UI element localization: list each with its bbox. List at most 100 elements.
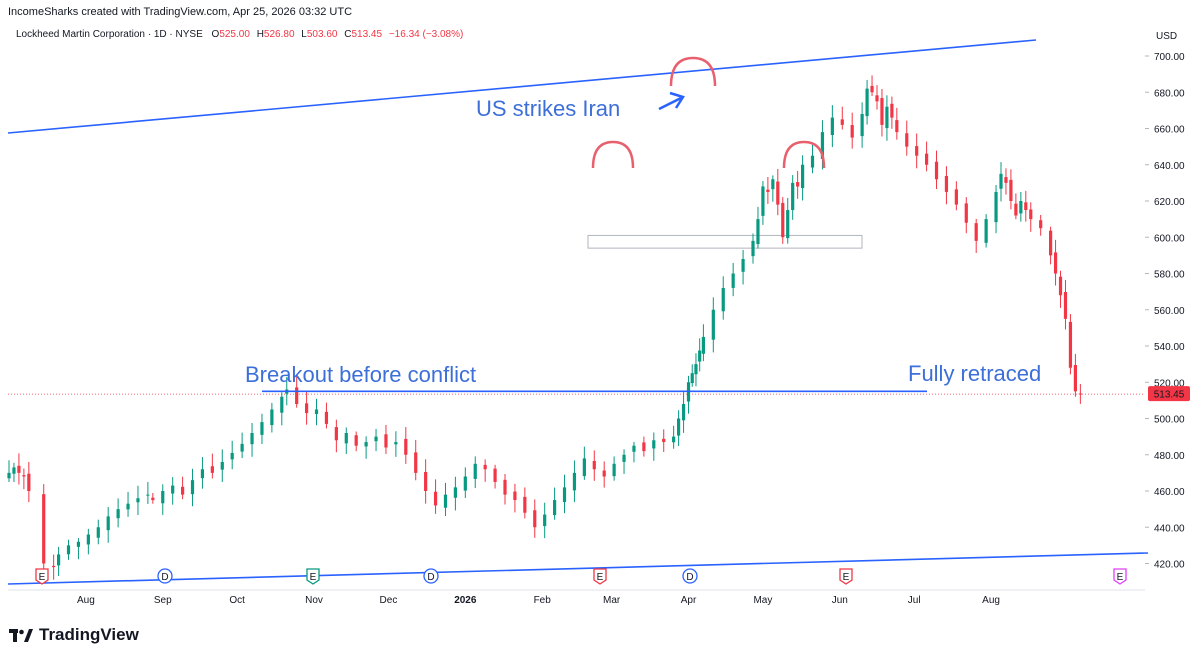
candle <box>582 446 586 480</box>
candle-body <box>766 189 770 192</box>
candle <box>96 519 100 545</box>
candle-body <box>553 500 557 516</box>
candle-body <box>820 132 825 159</box>
earnings-marker[interactable] <box>35 568 49 585</box>
symbol-name[interactable]: Lockheed Martin Corporation · 1D · NYSE <box>16 29 203 40</box>
candle-body <box>582 458 586 477</box>
candle <box>433 479 438 514</box>
candle <box>22 468 26 490</box>
candle <box>151 492 155 504</box>
candle-body <box>870 85 874 93</box>
candle <box>711 297 715 353</box>
earnings-marker-label: E <box>39 572 46 583</box>
candle <box>394 431 398 457</box>
candle-body <box>76 541 81 547</box>
candle-body <box>632 445 636 452</box>
candle-body <box>890 103 894 118</box>
candle <box>42 484 46 573</box>
candle <box>681 392 686 433</box>
candle-body <box>220 462 224 470</box>
dividend-marker[interactable] <box>423 568 439 584</box>
candle-body <box>880 98 884 125</box>
candle-body <box>151 497 155 501</box>
candle <box>493 464 497 489</box>
candle <box>414 439 418 481</box>
candle-body <box>681 404 686 421</box>
candle <box>260 413 264 445</box>
chart-attribution: IncomeSharks created with TradingView.co… <box>8 6 353 18</box>
candle-body <box>483 464 487 470</box>
low-label: L <box>301 29 307 40</box>
candle <box>86 528 90 555</box>
candle-body <box>830 117 834 136</box>
x-tick-label: Aug <box>77 595 95 606</box>
candle <box>66 539 71 560</box>
y-tick-label: 580.00 <box>1154 270 1185 281</box>
dividend-marker[interactable] <box>157 568 173 584</box>
candle-body <box>1078 393 1082 395</box>
candle <box>751 233 755 264</box>
candle-body <box>865 88 869 117</box>
lower-channel-trendline[interactable] <box>7 552 1149 585</box>
candle-body <box>786 210 790 239</box>
candle-body <box>280 396 284 413</box>
earnings-marker[interactable] <box>306 568 320 585</box>
candle <box>1063 279 1068 330</box>
earnings-marker[interactable] <box>593 568 607 585</box>
candle-body <box>1063 291 1068 319</box>
candle-body <box>52 565 56 568</box>
y-tick-label: 460.00 <box>1154 487 1185 498</box>
candle <box>810 144 815 174</box>
candle <box>364 436 368 459</box>
candle <box>404 427 408 464</box>
candle <box>161 484 165 515</box>
candle <box>954 181 958 211</box>
y-tick-label: 540.00 <box>1154 342 1185 353</box>
candle-body <box>200 469 205 479</box>
candle <box>324 402 329 429</box>
candle <box>250 423 254 457</box>
candle <box>905 120 909 156</box>
candle-body <box>1024 202 1028 211</box>
brand-name: TradingView <box>39 625 139 644</box>
earnings-marker-label: E <box>843 572 850 583</box>
support-zone-box <box>587 234 863 249</box>
x-tick-label: Jul <box>908 595 921 606</box>
candle <box>1019 192 1023 222</box>
dividend-marker-label: D <box>427 572 434 583</box>
x-tick-label: Feb <box>534 595 552 606</box>
candle-body <box>364 442 368 447</box>
candle <box>146 481 150 504</box>
earnings-marker[interactable] <box>1113 568 1127 585</box>
candle <box>1039 214 1043 236</box>
candle <box>698 338 702 372</box>
candle-body <box>796 182 800 187</box>
candle-body <box>791 182 795 211</box>
candle <box>463 467 467 499</box>
candle <box>1024 190 1028 222</box>
earnings-marker[interactable] <box>839 568 853 585</box>
candle-body <box>860 114 864 137</box>
candle <box>984 214 988 248</box>
upper-channel-trendline[interactable] <box>7 39 1037 134</box>
candle <box>1068 314 1073 375</box>
candle-body <box>463 476 467 491</box>
candle-body <box>126 503 130 510</box>
candle-body <box>86 534 90 545</box>
candle-body <box>7 472 11 479</box>
annotation-breakout-before-conflict: Breakout before conflict <box>245 362 476 387</box>
left-shoulder-arc <box>591 140 635 169</box>
candle-body <box>875 95 879 102</box>
candle-body <box>934 161 939 180</box>
candle-body <box>513 491 517 501</box>
candle-body <box>250 433 254 445</box>
candle-body <box>404 438 408 455</box>
candle-body <box>57 554 61 566</box>
dividend-marker[interactable] <box>682 568 698 584</box>
candle-body <box>731 273 735 288</box>
candle <box>796 170 800 199</box>
low-value: 503.60 <box>306 29 338 40</box>
candle-body <box>1073 365 1077 392</box>
candle-body <box>642 442 646 452</box>
